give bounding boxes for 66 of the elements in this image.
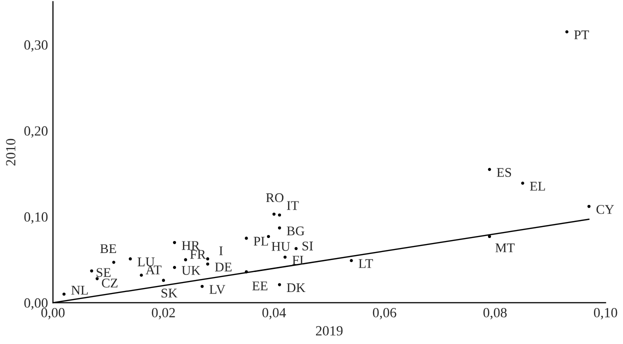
annotation: ES xyxy=(496,168,512,177)
annotation: NL xyxy=(71,286,88,295)
x-tick-label: 0,00 xyxy=(41,308,65,320)
x-tick-label: 0,10 xyxy=(594,308,618,320)
point xyxy=(62,292,66,296)
annotation: LU xyxy=(138,258,155,266)
x-tick-label: 0,02 xyxy=(152,308,175,320)
annotation: HR xyxy=(182,241,200,250)
annotation: PT xyxy=(574,30,589,40)
x-tick-label: 0,04 xyxy=(262,308,286,320)
annotation: BG xyxy=(286,226,304,236)
point xyxy=(350,259,353,262)
y-axis-title: 2010 xyxy=(6,138,16,166)
point xyxy=(184,258,188,262)
y-tick-label: 0,00 xyxy=(24,298,48,310)
y-tick-label: 0,30 xyxy=(24,40,48,52)
point xyxy=(172,240,176,244)
annotation: MT xyxy=(495,244,515,252)
annotation: PL xyxy=(254,236,268,246)
annotation: CY xyxy=(596,205,614,214)
annotation: EE xyxy=(252,282,268,290)
point xyxy=(206,262,210,266)
point xyxy=(162,278,166,282)
point xyxy=(278,283,282,286)
annotation: RO xyxy=(266,193,284,202)
annotation: DE xyxy=(215,262,232,272)
annotation: FR xyxy=(190,250,206,259)
annotation: I xyxy=(219,246,223,256)
annotation: LV xyxy=(209,285,226,294)
point xyxy=(488,234,492,238)
annotation: CZ xyxy=(102,278,118,288)
point xyxy=(112,260,116,264)
point xyxy=(272,212,276,216)
point xyxy=(565,30,568,34)
point xyxy=(244,236,248,240)
point xyxy=(206,257,210,260)
point xyxy=(521,182,524,185)
y-tick-label: 0,10 xyxy=(24,212,48,224)
point xyxy=(294,246,298,250)
point xyxy=(278,226,282,230)
annotation: SE xyxy=(96,268,111,277)
annotation: FI xyxy=(292,256,304,264)
annotation: LT xyxy=(358,259,373,268)
point xyxy=(587,204,591,208)
annotation: AT xyxy=(146,265,162,274)
annotation: BE xyxy=(100,244,116,254)
y-tick-label: 0,20 xyxy=(24,126,48,138)
point xyxy=(128,257,132,260)
annotation: DK xyxy=(286,283,306,292)
x-tick-label: 0,08 xyxy=(483,308,507,320)
annotation: UK xyxy=(182,266,200,275)
point xyxy=(200,284,204,288)
point xyxy=(283,256,287,259)
point xyxy=(172,266,176,270)
x-axis-title: 2019 xyxy=(316,326,343,336)
point xyxy=(96,277,99,280)
point xyxy=(90,269,94,272)
annotation: SI xyxy=(302,242,313,250)
annotation: HU xyxy=(272,242,290,251)
annotation: IT xyxy=(286,201,299,210)
annotation: SK xyxy=(162,288,178,298)
point xyxy=(278,213,282,217)
point xyxy=(488,168,492,171)
annotation: EL xyxy=(530,182,545,191)
point xyxy=(140,274,143,277)
x-tick-label: 0,06 xyxy=(372,308,396,320)
